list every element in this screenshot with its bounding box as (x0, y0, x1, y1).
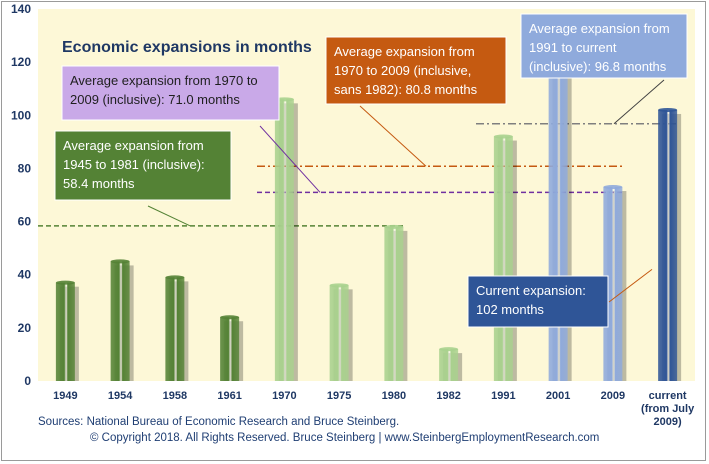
sources-text: Sources: National Bureau of Economic Res… (38, 416, 400, 428)
annotation-text: Current expansion: (476, 283, 586, 298)
annotation-text: 1970 to 2009 (inclusive, (334, 63, 471, 78)
annotation-text: 1945 to 1981 (inclusive): (63, 157, 205, 172)
bar-10 (603, 187, 623, 381)
annotation-text: Average expansion from 1970 to (70, 73, 258, 88)
bar-5 (329, 285, 349, 381)
bar-8 (493, 136, 513, 381)
annotation-box-3: Average expansion from 1991 to current (in… (520, 13, 688, 79)
bar-3 (220, 317, 240, 381)
x-tick-label: 1961 (217, 390, 241, 402)
y-tick-label: 140 (11, 2, 31, 16)
bar-top (274, 97, 294, 102)
bar-top (329, 283, 349, 288)
x-tick-label: 1954 (108, 390, 133, 402)
annotation-text: sans 1982): 80.8 months (334, 82, 478, 97)
x-tick-label: 1991 (491, 390, 515, 402)
leader-line-4 (608, 269, 653, 303)
annotation-box-0: Average expansion from 1945 to 1981 (incl… (54, 130, 232, 201)
annotation-text: Average expansion from (334, 44, 475, 59)
x-tick-label: 1958 (163, 390, 187, 402)
bar-2 (165, 277, 185, 381)
annotation-text: 102 months (476, 302, 544, 317)
annotation-text: Average expansion from (529, 21, 670, 36)
x-tick-label: 2009 (601, 390, 625, 402)
chart-title: Economic expansions in months (62, 39, 312, 56)
y-tick-label: 40 (18, 268, 32, 282)
y-tick-label: 80 (18, 161, 32, 175)
annotation-box-4: Current expansion: 102 months (467, 275, 609, 328)
x-tick-label: 1949 (53, 390, 77, 402)
x-tick-label: 2001 (546, 390, 570, 402)
y-tick-label: 60 (18, 215, 32, 229)
annotation-text: Average expansion from (63, 138, 204, 153)
leader-line-1 (259, 125, 321, 193)
bar-6 (384, 226, 404, 381)
y-tick-label: 0 (24, 374, 31, 388)
x-tick-label: current (from July 2009) (641, 390, 695, 428)
bar-4 (274, 99, 294, 381)
bar-9 (548, 62, 568, 382)
annotation-text: (inclusive): 96.8 months (529, 59, 667, 74)
bar-top (384, 224, 404, 229)
bar-top (603, 185, 623, 190)
y-tick-label: 100 (11, 108, 31, 122)
bar-0 (55, 282, 75, 381)
annotation-text: 58.4 months (63, 176, 135, 191)
leader-line-0 (147, 205, 191, 227)
bar-7 (439, 349, 459, 381)
annotation-box-1: Average expansion from 1970 to 2009 (incl… (61, 65, 280, 121)
bar-top (55, 280, 75, 285)
annotation-text: 1991 to current (529, 40, 617, 55)
leader-line-3 (613, 79, 665, 125)
y-tick-label: 20 (18, 321, 32, 335)
annotation-box-2: Average expansion from 1970 to 2009 (incl… (325, 36, 507, 105)
bar-top (493, 134, 513, 139)
bar-top (658, 107, 678, 112)
bar-11 (658, 109, 678, 381)
x-tick-label: 1980 (382, 390, 406, 402)
annotation-text: 2009 (inclusive): 71.0 months (70, 92, 240, 107)
bar-top (220, 315, 240, 320)
bar-top (165, 275, 185, 280)
x-tick-label: 1975 (327, 390, 351, 402)
x-tick-label: 1970 (272, 390, 296, 402)
y-tick-label: 120 (11, 55, 31, 69)
bar-top (439, 347, 459, 352)
x-tick-label: 1982 (436, 390, 460, 402)
copyright-text: © Copyright 2018. All Rights Reserved. B… (90, 432, 600, 444)
leader-line-2 (359, 105, 427, 167)
bar-top (110, 259, 130, 264)
bar-1 (110, 261, 130, 381)
